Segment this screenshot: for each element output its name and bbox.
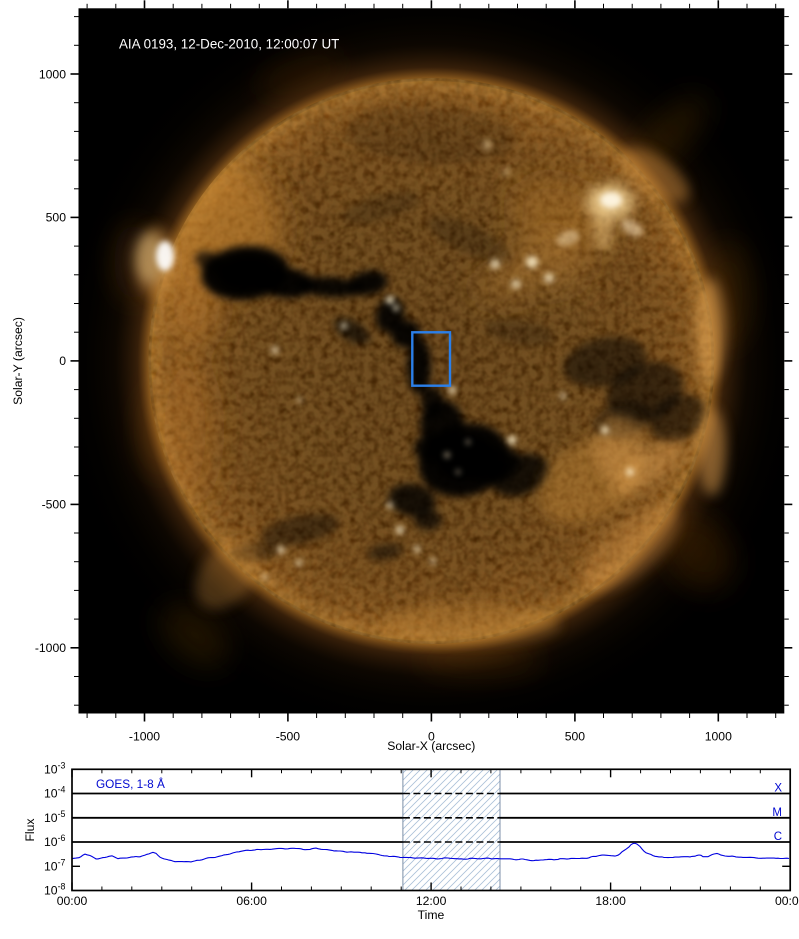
svg-text:18:00: 18:00 [595,894,626,908]
svg-text:-1000: -1000 [129,730,160,744]
svg-text:500: 500 [46,211,67,225]
svg-text:1000: 1000 [39,67,66,81]
svg-text:Flux: Flux [23,818,37,841]
svg-text:Solar-Y (arcsec): Solar-Y (arcsec) [11,317,25,405]
svg-text:X: X [774,783,782,795]
svg-text:GOES, 1-8 Å: GOES, 1-8 Å [96,777,165,791]
svg-text:10-7: 10-7 [44,857,65,873]
svg-text:M: M [772,807,782,819]
svg-text:10-6: 10-6 [44,833,65,849]
svg-text:500: 500 [565,730,586,744]
svg-text:00:00: 00:00 [775,894,799,908]
svg-text:10-5: 10-5 [44,809,65,825]
svg-text:AIA 0193, 12-Dec-2010, 12:00:0: AIA 0193, 12-Dec-2010, 12:00:07 UT [119,37,339,52]
svg-text:1000: 1000 [705,730,732,744]
svg-text:10-4: 10-4 [44,785,65,801]
svg-text:-500: -500 [42,498,67,512]
svg-text:C: C [774,831,782,843]
svg-text:10-3: 10-3 [44,760,65,776]
svg-text:-1000: -1000 [35,641,66,655]
svg-text:0: 0 [428,730,435,744]
svg-text:12:00: 12:00 [416,894,447,908]
svg-text:06:00: 06:00 [236,894,267,908]
svg-text:-500: -500 [276,730,301,744]
svg-text:Solar-X (arcsec): Solar-X (arcsec) [387,739,475,753]
svg-text:Time: Time [418,908,445,922]
svg-text:00:00: 00:00 [57,894,88,908]
svg-text:0: 0 [59,354,66,368]
